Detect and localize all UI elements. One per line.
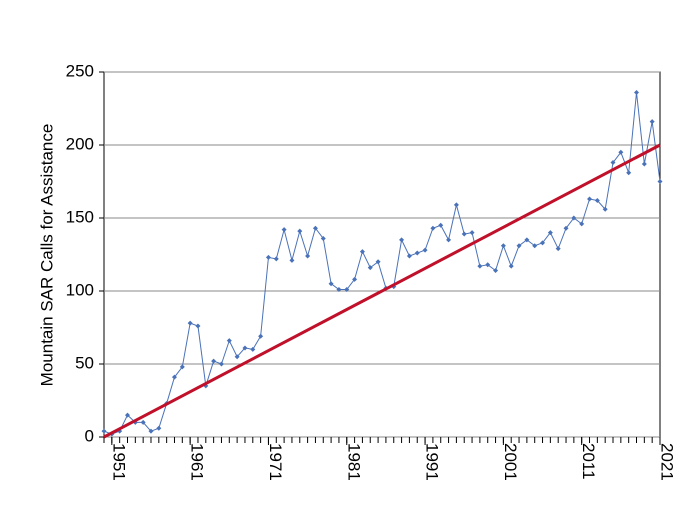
data-point — [587, 196, 593, 202]
data-point — [312, 225, 318, 231]
data-point — [156, 425, 162, 431]
data-point — [422, 247, 428, 253]
data-point — [367, 265, 373, 271]
data-point — [344, 287, 350, 293]
data-point — [438, 222, 444, 228]
data-point — [352, 276, 358, 282]
data-point — [453, 202, 459, 208]
y-tick-label: 200 — [66, 134, 94, 153]
data-point — [485, 262, 491, 268]
data-point — [320, 235, 326, 241]
data-point — [563, 225, 569, 231]
plot-area — [103, 71, 661, 438]
data-point — [218, 361, 224, 367]
data-point — [493, 268, 499, 274]
data-point — [375, 259, 381, 265]
data-point — [258, 333, 264, 339]
data-point — [618, 149, 624, 155]
data-point — [273, 256, 279, 262]
data-point — [242, 345, 248, 351]
data-point — [547, 230, 553, 236]
y-axis-label: Mountain SAR Calls for Assistance — [37, 124, 56, 387]
data-point — [477, 263, 483, 269]
data-point — [532, 243, 538, 249]
data-point — [187, 320, 193, 326]
data-point — [359, 249, 365, 255]
data-point — [250, 346, 256, 352]
data-point — [500, 243, 506, 249]
data-point — [540, 240, 546, 246]
data-point — [148, 428, 154, 434]
data-point — [281, 227, 287, 233]
x-tick-label: 1991 — [423, 443, 442, 481]
data-point — [602, 206, 608, 212]
data-point — [461, 231, 467, 237]
data-point — [124, 412, 130, 418]
data-point — [524, 237, 530, 243]
x-tick-label: 2021 — [658, 443, 677, 481]
data-point — [171, 374, 177, 380]
data-point — [195, 323, 201, 329]
data-point — [446, 237, 452, 243]
y-tick-label: 50 — [75, 353, 94, 372]
y-tick-label: 100 — [66, 280, 94, 299]
x-tick-label: 1981 — [344, 443, 363, 481]
data-line — [103, 92, 661, 435]
data-point — [297, 228, 303, 234]
data-point — [140, 419, 146, 425]
data-point — [289, 257, 295, 263]
data-point — [414, 250, 420, 256]
data-point — [516, 243, 522, 249]
data-point — [594, 197, 600, 203]
y-tick-label: 150 — [66, 207, 94, 226]
x-tick-label: 2001 — [501, 443, 520, 481]
data-point — [336, 287, 342, 293]
data-point — [469, 230, 475, 236]
y-tick-label: 250 — [66, 61, 94, 80]
data-point — [634, 89, 640, 95]
data-point — [610, 160, 616, 166]
data-point — [657, 179, 663, 184]
data-point — [430, 225, 436, 231]
data-point — [406, 253, 412, 259]
y-tick-label: 0 — [85, 426, 94, 445]
data-point — [626, 170, 632, 176]
x-tick-label: 1961 — [188, 443, 207, 481]
data-point — [179, 364, 185, 370]
data-point — [101, 428, 107, 434]
data-point — [305, 253, 311, 259]
data-point — [508, 263, 514, 269]
data-point — [399, 237, 405, 243]
data-point — [234, 354, 240, 360]
data-point — [265, 254, 271, 260]
data-point — [328, 281, 334, 287]
data-point — [211, 358, 217, 364]
data-point — [641, 161, 647, 167]
x-tick-label: 1951 — [109, 443, 128, 481]
data-point — [226, 338, 232, 344]
x-tick-label: 1971 — [266, 443, 285, 481]
data-point — [571, 215, 577, 221]
data-point — [555, 246, 561, 252]
x-tick-label: 2011 — [579, 443, 598, 480]
trend-line — [103, 143, 661, 439]
data-point — [649, 119, 655, 125]
data-point — [579, 221, 585, 227]
